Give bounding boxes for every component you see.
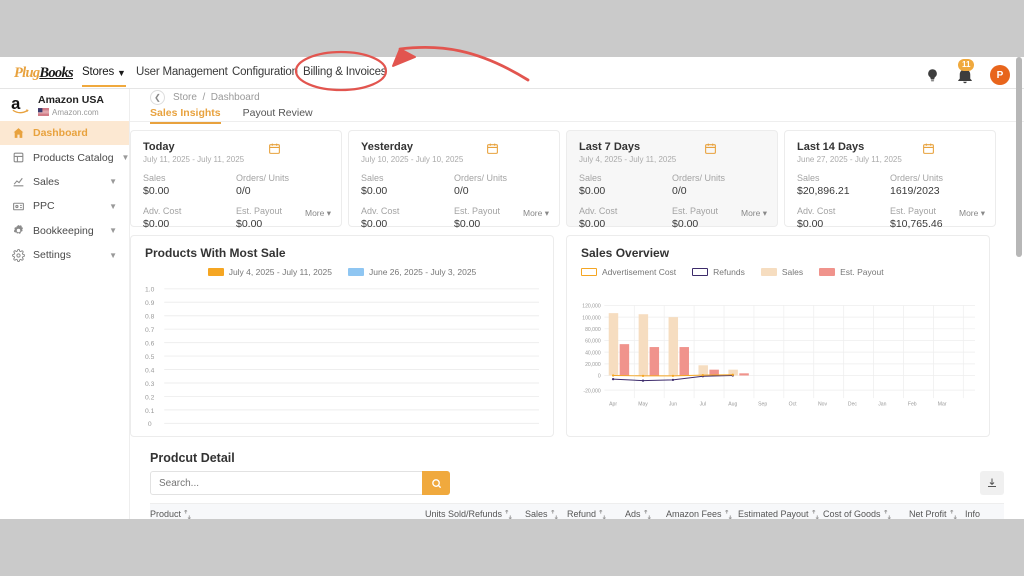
svg-text:Nov: Nov <box>818 401 828 407</box>
svg-text:Jul: Jul <box>700 401 707 407</box>
svg-text:0.9: 0.9 <box>145 300 155 307</box>
svg-text:80,000: 80,000 <box>585 327 601 333</box>
svg-text:0.4: 0.4 <box>145 367 155 374</box>
svg-text:0.2: 0.2 <box>145 394 155 401</box>
svg-text:120,000: 120,000 <box>582 304 601 310</box>
svg-text:Apr: Apr <box>609 401 617 407</box>
svg-text:May: May <box>638 401 648 407</box>
svg-text:-20,000: -20,000 <box>583 388 600 394</box>
svg-text:20,000: 20,000 <box>585 362 601 368</box>
svg-text:Feb: Feb <box>908 401 917 407</box>
svg-text:a: a <box>11 95 21 113</box>
svg-text:0.5: 0.5 <box>145 354 155 361</box>
svg-text:0.3: 0.3 <box>145 381 155 388</box>
svg-text:0.7: 0.7 <box>145 327 155 334</box>
svg-text:Oct: Oct <box>789 401 798 407</box>
svg-text:40,000: 40,000 <box>585 350 601 356</box>
svg-text:100,000: 100,000 <box>582 315 601 321</box>
svg-text:Aug: Aug <box>728 401 737 407</box>
svg-text:0.6: 0.6 <box>145 341 155 348</box>
svg-text:Dec: Dec <box>848 401 858 407</box>
svg-text:Mar: Mar <box>938 401 947 407</box>
svg-text:0.1: 0.1 <box>145 408 155 415</box>
svg-text:0: 0 <box>598 374 601 380</box>
svg-text:Jun: Jun <box>669 401 677 407</box>
svg-text:60,000: 60,000 <box>585 339 601 345</box>
svg-text:0: 0 <box>148 421 152 428</box>
svg-text:1.0: 1.0 <box>145 287 155 294</box>
svg-text:Jan: Jan <box>878 401 886 407</box>
svg-text:Sep: Sep <box>758 401 767 407</box>
svg-text:0.8: 0.8 <box>145 314 155 321</box>
